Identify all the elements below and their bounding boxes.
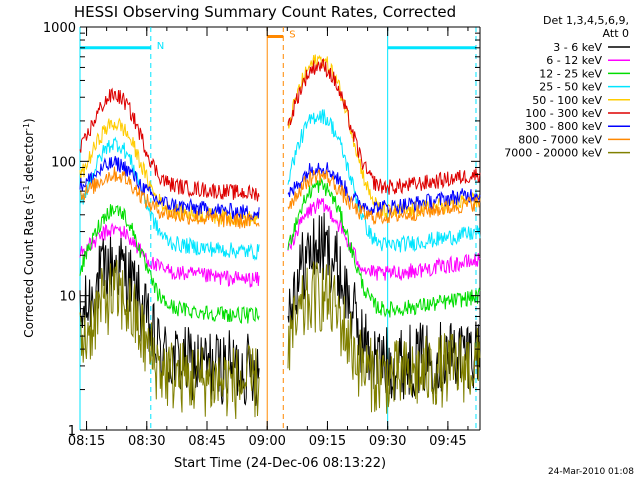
series-line bbox=[287, 197, 481, 281]
annotation-label: S bbox=[289, 29, 295, 40]
x-tick-label: 09:15 bbox=[309, 434, 346, 449]
chart-title: HESSI Observing Summary Count Rates, Cor… bbox=[74, 3, 456, 21]
series-line bbox=[287, 57, 481, 195]
series-7 bbox=[79, 166, 481, 229]
x-tick-label: 09:00 bbox=[248, 434, 285, 449]
y-tick-label: 1 bbox=[68, 424, 76, 439]
series-2 bbox=[79, 177, 481, 324]
series-line bbox=[287, 54, 481, 219]
legend-label: 50 - 100 keV bbox=[532, 94, 602, 107]
series-3 bbox=[79, 109, 481, 261]
legend-label: 800 - 7000 keV bbox=[518, 133, 602, 146]
plot-frame bbox=[79, 26, 481, 431]
legend-label: 300 - 800 keV bbox=[525, 120, 602, 133]
x-axis-label: Start Time (24-Dec-06 08:13:22) bbox=[174, 456, 386, 471]
legend-label: 6 - 12 keV bbox=[546, 54, 602, 67]
x-tick-label: 08:30 bbox=[128, 434, 165, 449]
legend-label: 7000 - 20000 keV bbox=[504, 147, 602, 160]
legend-label: 3 - 6 keV bbox=[553, 41, 602, 54]
series-line bbox=[79, 260, 260, 420]
x-tick-label: 09:45 bbox=[429, 434, 466, 449]
series-line bbox=[287, 177, 481, 318]
footer-timestamp: 24-Mar-2010 01:08 bbox=[548, 467, 634, 477]
legend-header-line-2: Att 0 bbox=[603, 27, 629, 40]
series-line bbox=[287, 168, 481, 225]
legend-label: 25 - 50 keV bbox=[539, 81, 602, 94]
legend-label: 12 - 25 keV bbox=[539, 67, 602, 80]
annotation-label: N bbox=[157, 41, 164, 52]
y-tick-label: 1000 bbox=[43, 21, 76, 36]
x-tick-label: 08:45 bbox=[188, 434, 225, 449]
x-tick-label: 08:15 bbox=[68, 434, 105, 449]
series-5 bbox=[79, 57, 481, 202]
series-line bbox=[79, 222, 260, 288]
series-6 bbox=[79, 155, 481, 221]
series-line bbox=[79, 204, 260, 324]
x-tick-label: 09:30 bbox=[369, 434, 406, 449]
legend-label: 100 - 300 keV bbox=[525, 107, 602, 120]
series-line bbox=[287, 162, 481, 217]
series-line bbox=[287, 261, 481, 414]
series-line bbox=[79, 166, 260, 229]
series-line bbox=[79, 87, 260, 202]
y-tick-label: 10 bbox=[59, 290, 76, 305]
y-axis-label: Corrected Count Rate (s-1 detector-1) bbox=[22, 118, 37, 337]
series-8 bbox=[79, 260, 481, 420]
series-line bbox=[287, 109, 481, 253]
series-line bbox=[79, 155, 260, 221]
series-layer bbox=[79, 54, 481, 420]
series-1 bbox=[79, 197, 481, 288]
legend-header-line-1: Det 1,3,4,5,6,9, bbox=[543, 14, 629, 27]
y-tick-label: 100 bbox=[51, 155, 76, 170]
axis-layer: 1 10 100 1000 08:15 08:30 08:45 09:00 09:15 09:30… bbox=[43, 21, 480, 449]
series-line bbox=[79, 136, 260, 261]
